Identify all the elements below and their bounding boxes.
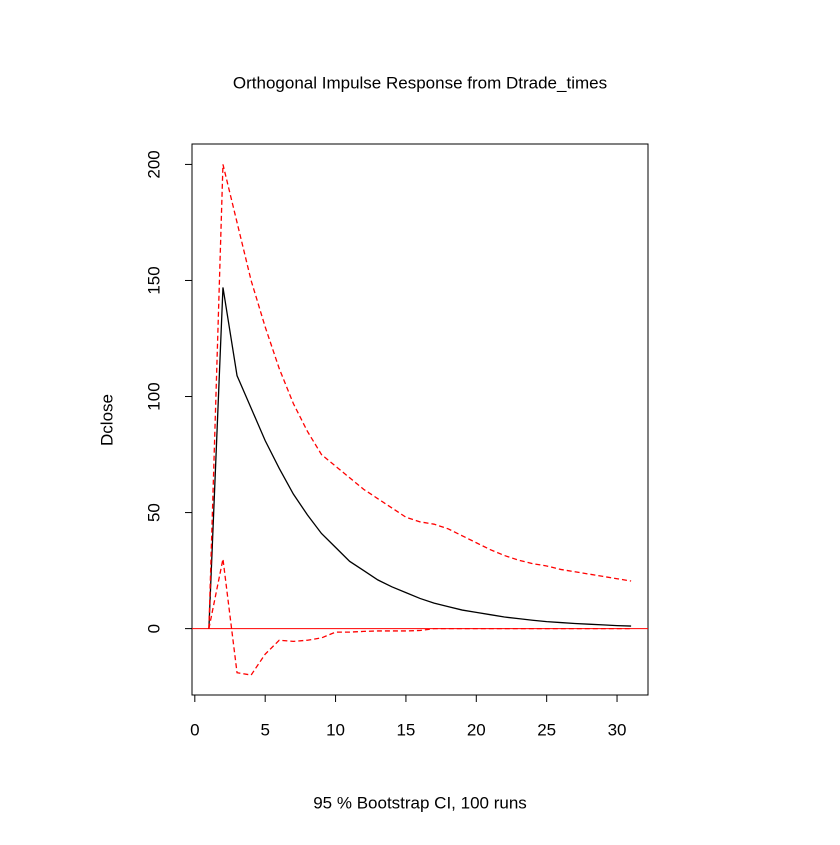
series-line [208,287,632,629]
y-tick-label: 200 [144,150,163,178]
x-tick-label: 20 [467,720,486,739]
x-tick-label: 0 [190,720,199,739]
series-line [208,164,632,629]
x-tick-label: 25 [537,720,556,739]
x-tick-label: 15 [396,720,415,739]
x-axis-label: 95 % Bootstrap CI, 100 runs [313,793,527,812]
x-tick-label: 10 [326,720,345,739]
x-tick-label: 30 [608,720,627,739]
x-tick-label: 5 [260,720,269,739]
series-line [208,558,632,676]
y-tick-label: 0 [144,624,163,633]
plot-frame [191,143,649,696]
y-tick-label: 50 [144,503,163,522]
chart-title: Orthogonal Impulse Response from Dtrade_… [233,73,607,92]
y-tick-label: 150 [144,266,163,294]
y-tick-label: 100 [144,382,163,410]
y-axis-label: Dclose [97,394,116,446]
